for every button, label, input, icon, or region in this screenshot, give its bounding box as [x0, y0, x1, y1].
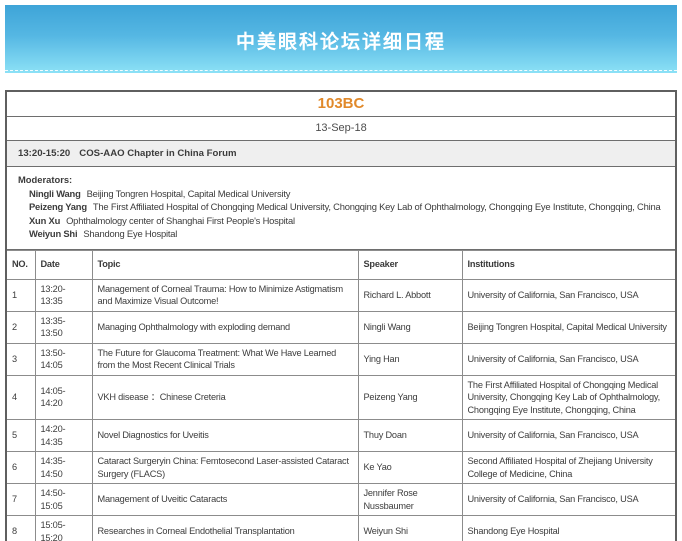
col-header-institutions: Institutions [461, 249, 675, 279]
col-header-date: Date [34, 249, 93, 279]
cell-date: 14:35-14:50 [34, 451, 93, 484]
cell-institution: University of California, San Francisco,… [461, 278, 675, 312]
cell-topic: Management of Uveitic Cataracts [91, 483, 359, 516]
cell-date: 14:50-15:05 [34, 483, 93, 516]
cell-institution: Beijing Tongren Hospital, Capital Medica… [461, 310, 675, 344]
cell-institution: The First Affiliated Hospital of Chongqi… [461, 374, 675, 420]
cell-institution: University of California, San Francisco,… [461, 419, 675, 452]
moderator-name: Xun Xu [29, 214, 61, 226]
moderator-affiliation: Shandong Eye Hospital [83, 228, 178, 239]
cell-topic: Novel Diagnostics for Uveitis [91, 419, 359, 452]
cell-no: 8 [7, 515, 36, 541]
room-label: 103BC [7, 92, 675, 117]
session-time: 13:20-15:20 [18, 148, 71, 159]
col-header-topic: Topic [91, 249, 359, 279]
table-header-row: NO. Date Topic Speaker Institutions [7, 249, 675, 279]
cell-topic: The Future for Glaucoma Treatment: What … [91, 342, 359, 376]
cell-topic: Management of Corneal Trauma: How to Min… [91, 278, 359, 312]
cell-speaker: Ying Han [357, 342, 463, 376]
cell-speaker: Ke Yao [357, 451, 463, 484]
cell-speaker: Peizeng Yang [357, 374, 463, 420]
cell-topic: Managing Ophthalmology with exploding de… [91, 310, 359, 344]
schedule-table: NO. Date Topic Speaker Institutions 1 13… [7, 249, 675, 541]
cell-no: 7 [7, 483, 36, 516]
cell-institution: University of California, San Francisco,… [461, 483, 675, 516]
moderator-line: Peizeng Yang The First Affiliated Hospita… [18, 200, 669, 214]
moderators-section: Moderators: Ningli Wang Beijing Tongren H… [7, 167, 675, 250]
schedule-sheet: 103BC 13-Sep-18 13:20-15:20 COS-AAO Chapt… [5, 90, 677, 541]
moderator-line: Ningli Wang Beijing Tongren Hospital, Cap… [18, 187, 669, 201]
cell-topic: Researches in Corneal Endothelial Transp… [91, 515, 359, 541]
date-label: 13-Sep-18 [7, 117, 675, 141]
cell-date: 13:50-14:05 [34, 342, 93, 376]
moderator-line: Weiyun Shi Shandong Eye Hospital [18, 227, 669, 241]
table-row: 5 14:20-14:35 Novel Diagnostics for Uvei… [7, 419, 675, 452]
table-row: 4 14:05-14:20 VKH disease ：Chinese Crete… [7, 374, 675, 420]
cell-institution: University of California, San Francisco,… [461, 342, 675, 376]
cell-no: 5 [7, 419, 36, 452]
table-row: 2 13:35-13:50 Managing Ophthalmology wit… [7, 310, 675, 344]
cell-date: 14:20-14:35 [34, 419, 93, 452]
cell-date: 14:05-14:20 [34, 374, 93, 420]
cell-institution: Shandong Eye Hospital [461, 515, 675, 541]
session-title: COS-AAO Chapter in China Forum [79, 148, 237, 159]
cell-institution: Second Affiliated Hospital of Zhejiang U… [461, 451, 675, 484]
cell-topic: Cataract Surgeryin China: Femtosecond La… [91, 451, 359, 484]
cell-speaker: Thuy Doan [357, 419, 463, 452]
banner-dashed-line [5, 70, 677, 71]
cell-topic: VKH disease ：Chinese Creteria [91, 374, 359, 420]
forum-banner: 中美眼科论坛详细日程 [5, 5, 677, 73]
table-row: 7 14:50-15:05 Management of Uveitic Cata… [7, 483, 675, 516]
table-row: 1 13:20-13:35 Management of Corneal Trau… [7, 278, 675, 312]
moderator-affiliation: Beijing Tongren Hospital, Capital Medica… [86, 187, 291, 199]
cell-no: 4 [7, 374, 36, 420]
cell-no: 3 [7, 342, 36, 376]
moderator-affiliation: The First Affiliated Hospital of Chongqi… [92, 201, 661, 212]
cell-no: 6 [7, 451, 36, 484]
moderator-name: Weiyun Shi [29, 228, 78, 239]
moderator-name: Peizeng Yang [29, 201, 87, 212]
cell-speaker: Jennifer Rose Nussbaumer [357, 483, 463, 516]
moderator-affiliation: Ophthalmology center of Shanghai First P… [66, 214, 295, 226]
cell-speaker: Richard L. Abbott [357, 278, 463, 312]
table-row: 6 14:35-14:50 Cataract Surgeryin China: … [7, 451, 675, 484]
cell-no: 2 [7, 310, 36, 344]
cell-date: 13:20-13:35 [34, 278, 93, 312]
table-row: 8 15:05-15:20 Researches in Corneal Endo… [7, 515, 675, 541]
banner-title: 中美眼科论坛详细日程 [235, 32, 446, 53]
moderators-label: Moderators: [18, 174, 73, 185]
moderator-line: Xun Xu Ophthalmology center of Shanghai F… [18, 214, 669, 228]
cell-speaker: Weiyun Shi [357, 515, 463, 541]
col-header-no: NO. [7, 249, 36, 279]
table-row: 3 13:50-14:05 The Future for Glaucoma Tr… [7, 342, 675, 376]
cell-speaker: Ningli Wang [357, 310, 463, 344]
moderator-name: Ningli Wang [29, 187, 81, 199]
cell-date: 15:05-15:20 [34, 515, 93, 541]
cell-no: 1 [7, 278, 36, 312]
col-header-speaker: Speaker [357, 249, 463, 279]
session-header: 13:20-15:20 COS-AAO Chapter in China Foru… [7, 141, 675, 167]
cell-date: 13:35-13:50 [34, 310, 93, 344]
